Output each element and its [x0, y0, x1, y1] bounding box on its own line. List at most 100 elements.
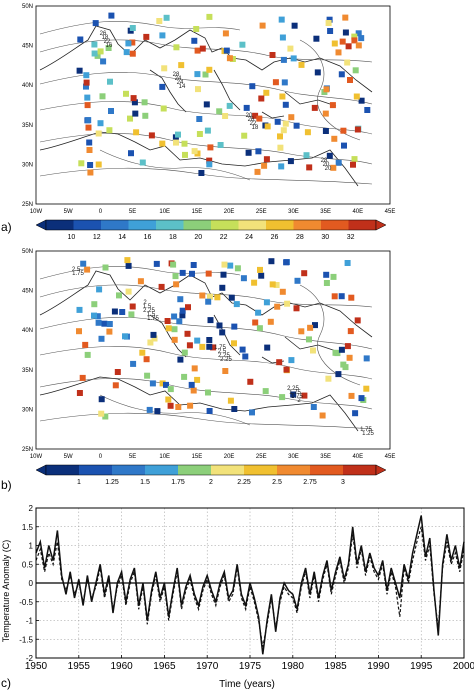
colorbar-swatch [310, 465, 344, 475]
contour-line [39, 378, 373, 410]
station-cell [241, 132, 248, 139]
station-cell [243, 104, 250, 111]
station-cell [130, 95, 137, 102]
station-cell [133, 129, 140, 136]
station-cell [92, 20, 99, 27]
station-cell [364, 107, 371, 113]
coastline-segment [39, 376, 359, 432]
x-tick-label: 1955 [68, 661, 91, 672]
contour-label: 1.25 [362, 431, 374, 437]
longitude-label: 45E [385, 209, 396, 215]
colorbar-a: 10 12 14 16 18 20 22 24 26 28 30 32 [35, 219, 387, 240]
y-tick-label: -0.5 [19, 598, 33, 607]
colorbar-tick-label: 32 [347, 234, 355, 240]
longitude-label: 5E [129, 454, 136, 460]
station-cell [226, 55, 233, 62]
station-cell [220, 271, 227, 278]
colorbar-tick-label: 28 [296, 234, 304, 240]
station-cell [154, 408, 161, 415]
station-cell [175, 404, 182, 410]
longitude-label: 35E [320, 454, 331, 460]
station-cell [219, 329, 226, 336]
colorbar-swatch [128, 220, 157, 230]
station-cell [227, 262, 234, 269]
colorbar-tick-label: 2.5 [272, 479, 282, 486]
station-cell [124, 257, 131, 264]
chart-axes: 1950 1955 1960 1965 1970 1975 1980 1985 1990 1995… [19, 504, 474, 672]
longitude-label: 10W [30, 209, 43, 215]
station-cell [345, 43, 352, 50]
station-cell [198, 170, 205, 176]
station-cell [287, 158, 294, 165]
station-cell [264, 123, 271, 130]
station-cell [274, 118, 281, 125]
station-cell [163, 14, 170, 21]
y-tick-label: 1.5 [22, 523, 34, 532]
station-cell [263, 299, 270, 306]
station-cell [323, 280, 330, 286]
longitude-label: 10E [159, 209, 170, 215]
station-cell [100, 58, 107, 65]
colorbar-tick-label: 16 [144, 234, 152, 240]
station-cell [170, 261, 177, 268]
station-cell [177, 356, 184, 363]
station-cell [173, 281, 180, 288]
colorbar-swatch [156, 220, 184, 230]
station-cell [351, 33, 358, 40]
station-cell [107, 78, 113, 85]
longitude-label: 0 [99, 209, 103, 215]
station-cell [159, 140, 166, 147]
contour-line [39, 266, 241, 280]
longitude-label: 30E [288, 209, 299, 215]
station-cell [323, 271, 330, 278]
contours-a [39, 21, 373, 185]
longitude-label: 15E [192, 209, 203, 215]
colorbar-tick-label: 1.25 [105, 479, 119, 486]
station-cell [206, 161, 213, 168]
station-cell [217, 142, 224, 148]
station-cell [176, 318, 183, 325]
colorbar-swatch [293, 220, 322, 230]
colorbar-swatch [266, 220, 294, 230]
station-cell [171, 326, 178, 333]
station-cell [173, 44, 180, 51]
station-cell [306, 164, 313, 171]
longitude-label: 35E [320, 209, 331, 215]
station-cell [122, 333, 128, 340]
station-cell [335, 159, 342, 166]
station-cell [269, 52, 276, 58]
station-cell [233, 301, 240, 308]
station-cell [234, 265, 241, 272]
latitude-label: 35N [22, 368, 33, 374]
contour-label: 14 [179, 84, 186, 90]
station-cell [86, 139, 93, 146]
colorbar-tick-label: 1.5 [140, 479, 150, 486]
station-cell [94, 313, 101, 320]
station-cell [207, 293, 213, 300]
station-cell [143, 33, 150, 40]
longitude-label: 45E [385, 454, 396, 460]
station-cell [348, 294, 355, 301]
latitude-label: 50N [22, 4, 33, 10]
coastline-segment [284, 91, 337, 107]
colorbar-swatch [101, 220, 129, 230]
station-cell [293, 122, 300, 129]
station-cell [84, 351, 91, 358]
contour-label: 2 [143, 300, 147, 306]
station-cell [303, 152, 310, 159]
station-cell [194, 71, 201, 78]
station-cell [350, 161, 356, 168]
contour-label: 1.5 [147, 312, 156, 318]
series-line-solid [35, 515, 465, 655]
longitude-label: 5E [129, 209, 136, 215]
station-cell [280, 127, 287, 134]
station-cell [342, 364, 349, 371]
longitude-label: 25E [256, 454, 267, 460]
station-cell [128, 150, 134, 157]
contour-label: 18 [102, 35, 109, 41]
coastline-segment [213, 69, 241, 111]
station-cell [239, 41, 246, 48]
map-panel-b: 1.752.2521.751.52.251.752.52.252.51.751.… [22, 249, 396, 486]
x-tick-label: 1980 [282, 661, 305, 672]
station-cell [314, 69, 321, 76]
